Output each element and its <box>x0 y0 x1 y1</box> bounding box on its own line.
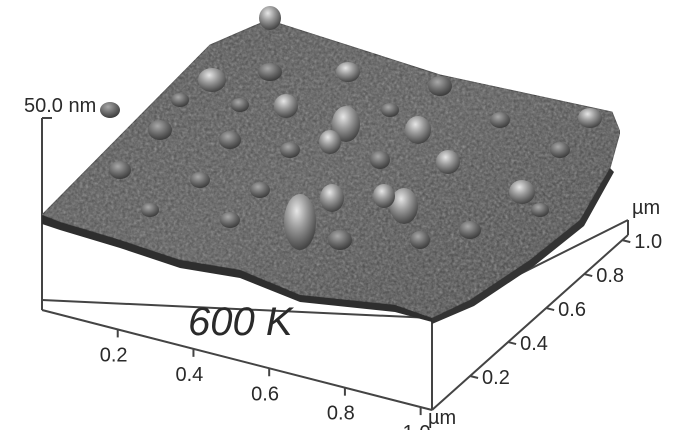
y-tick <box>622 239 631 244</box>
surface-grain <box>100 102 120 118</box>
x-tick-label: 0.6 <box>251 383 279 405</box>
y-tick-label: 0.4 <box>520 333 548 355</box>
surface-grain <box>220 212 240 228</box>
surface-grain <box>250 182 270 198</box>
x-axis-unit: µm <box>428 407 456 429</box>
surface-grain <box>148 120 172 140</box>
y-tick-label: 0.6 <box>558 299 586 321</box>
surface-grains <box>100 6 602 250</box>
surface-grain <box>171 93 189 107</box>
surface-grain <box>258 63 282 81</box>
y-tick <box>469 375 479 379</box>
surface-grain <box>390 188 418 224</box>
surface-grain <box>219 131 241 149</box>
surface-grain <box>550 142 570 158</box>
surface-grain <box>141 203 159 217</box>
x-tick-label: 1.0 <box>403 422 431 430</box>
x-axis: 0.2 0.4 0.6 0.8 1.0 <box>100 329 431 430</box>
surface-grain <box>109 161 131 179</box>
surface-grain <box>428 76 452 96</box>
x-tick-label: 0.8 <box>327 403 355 425</box>
surface <box>41 19 621 324</box>
surface-grain <box>410 231 430 249</box>
surface-grain <box>381 103 399 117</box>
y-tick-label: 1.0 <box>634 231 662 253</box>
surface-grain <box>509 180 535 204</box>
surface-grain <box>373 184 395 208</box>
surface-grain <box>259 6 281 30</box>
surface-grain <box>328 230 352 250</box>
surface-grain <box>332 106 360 142</box>
surface-grain <box>319 130 341 154</box>
surface-grain <box>231 98 249 112</box>
surface-grain <box>284 194 316 250</box>
y-tick <box>583 273 593 278</box>
y-tick <box>545 307 555 312</box>
surface-grain <box>405 116 431 144</box>
surface-grain <box>336 62 360 82</box>
z-scale-axis <box>41 117 52 300</box>
surface-grain <box>531 203 549 217</box>
surface-grain <box>578 108 602 128</box>
surface-grain <box>274 94 298 118</box>
surface-grain <box>490 112 510 128</box>
surface-grain <box>436 150 460 174</box>
surface-grain <box>320 184 344 212</box>
y-tick-label: 0.8 <box>596 265 624 287</box>
y-tick <box>507 341 517 346</box>
x-tick-label: 0.2 <box>100 344 128 366</box>
z-scale-label: 50.0 nm <box>24 95 96 117</box>
surface-grain <box>370 151 390 169</box>
y-tick-label: 0.2 <box>482 367 510 389</box>
surface-grain <box>280 142 300 158</box>
y-axis-unit: µm <box>632 197 660 219</box>
surface-grain <box>190 172 210 188</box>
surface-grain <box>198 68 226 92</box>
surface-grain <box>459 221 481 239</box>
x-tick-label: 0.4 <box>175 364 203 386</box>
temperature-label: 600 K <box>188 300 295 344</box>
y-axis: 0.2 0.4 0.6 0.8 1.0 <box>469 231 662 389</box>
